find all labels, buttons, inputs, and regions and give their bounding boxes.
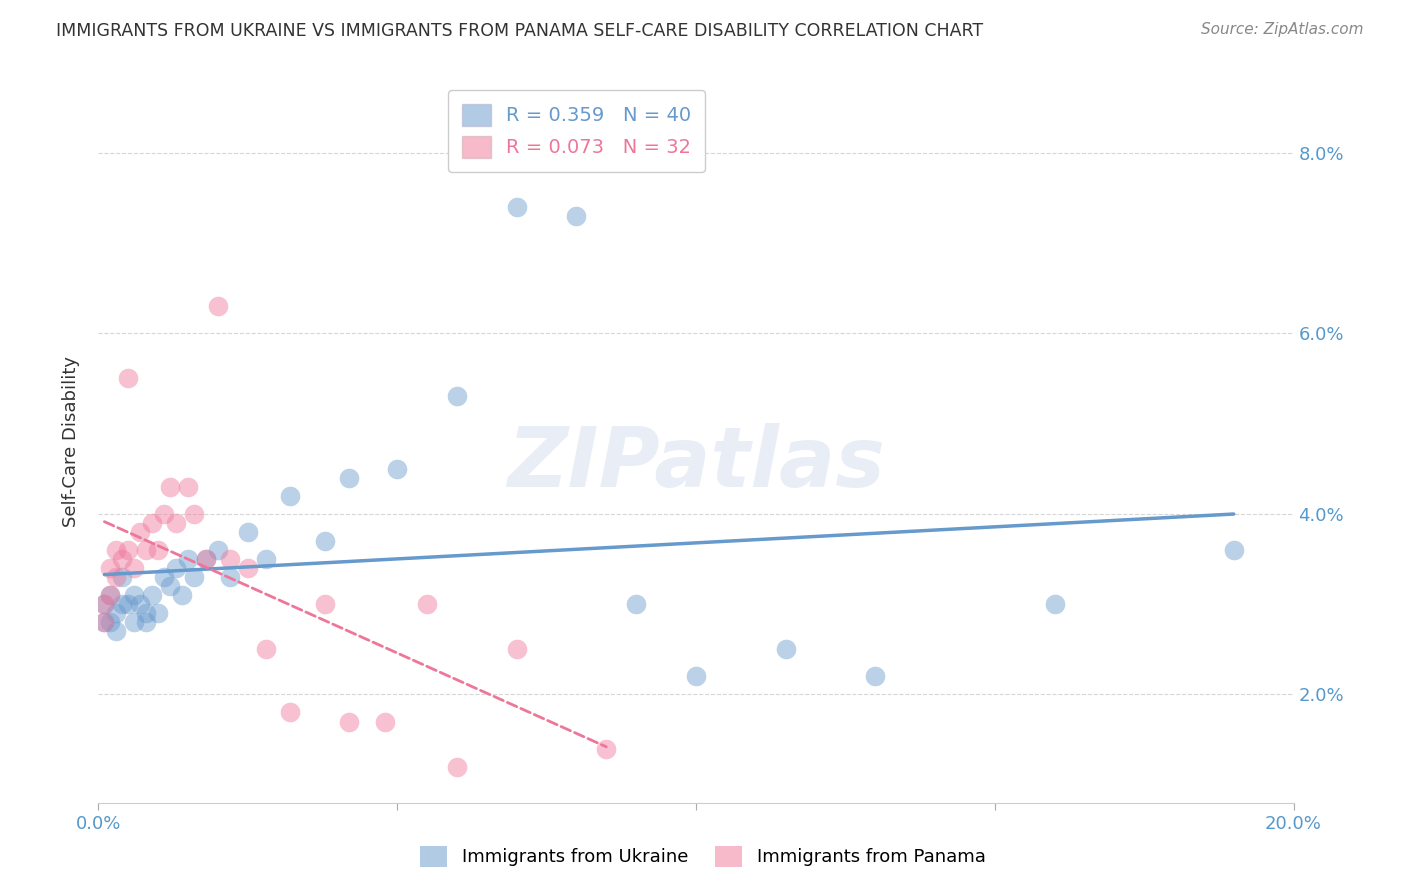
Point — [98, 588, 122, 602]
Point — [219, 570, 242, 584]
Point — [339, 714, 361, 729]
Point — [775, 642, 797, 657]
Point — [117, 597, 139, 611]
Point — [278, 706, 301, 720]
Point — [98, 588, 122, 602]
Point — [124, 615, 146, 630]
Point — [177, 552, 200, 566]
Point — [135, 615, 157, 630]
Point — [236, 524, 259, 539]
Point — [315, 597, 337, 611]
Point — [374, 714, 396, 729]
Point — [98, 561, 122, 575]
Point — [254, 552, 277, 566]
Point — [117, 371, 139, 385]
Point — [105, 624, 128, 639]
Point — [159, 579, 181, 593]
Point — [124, 588, 146, 602]
Y-axis label: Self-Care Disability: Self-Care Disability — [62, 356, 80, 527]
Point — [93, 615, 115, 630]
Text: ZIPatlas: ZIPatlas — [508, 423, 884, 504]
Point — [105, 570, 128, 584]
Point — [626, 597, 648, 611]
Point — [165, 516, 187, 530]
Point — [207, 542, 229, 557]
Point — [141, 588, 163, 602]
Point — [148, 542, 170, 557]
Point — [565, 209, 588, 223]
Point — [1223, 542, 1246, 557]
Point — [153, 507, 176, 521]
Point — [98, 615, 122, 630]
Point — [117, 542, 139, 557]
Point — [183, 570, 205, 584]
Point — [129, 597, 152, 611]
Point — [159, 480, 181, 494]
Text: IMMIGRANTS FROM UKRAINE VS IMMIGRANTS FROM PANAMA SELF-CARE DISABILITY CORRELATI: IMMIGRANTS FROM UKRAINE VS IMMIGRANTS FR… — [56, 22, 983, 40]
Point — [416, 597, 439, 611]
Point — [105, 606, 128, 620]
Point — [685, 669, 707, 683]
Point — [446, 760, 468, 774]
Point — [865, 669, 887, 683]
Point — [93, 597, 115, 611]
Point — [183, 507, 205, 521]
Point — [111, 552, 134, 566]
Point — [195, 552, 218, 566]
Point — [135, 606, 157, 620]
Point — [207, 299, 229, 313]
Point — [595, 741, 617, 756]
Point — [124, 561, 146, 575]
Legend: R = 0.359   N = 40, R = 0.073   N = 32: R = 0.359 N = 40, R = 0.073 N = 32 — [449, 90, 704, 172]
Point — [506, 200, 529, 214]
Point — [135, 542, 157, 557]
Point — [93, 597, 115, 611]
Text: Source: ZipAtlas.com: Source: ZipAtlas.com — [1201, 22, 1364, 37]
Point — [177, 480, 200, 494]
Point — [506, 642, 529, 657]
Point — [129, 524, 152, 539]
Point — [339, 470, 361, 484]
Point — [385, 461, 409, 475]
Point — [153, 570, 176, 584]
Point — [165, 561, 187, 575]
Point — [278, 489, 301, 503]
Point — [195, 552, 218, 566]
Point — [236, 561, 259, 575]
Point — [148, 606, 170, 620]
Point — [1043, 597, 1066, 611]
Legend: Immigrants from Ukraine, Immigrants from Panama: Immigrants from Ukraine, Immigrants from… — [413, 838, 993, 874]
Point — [111, 597, 134, 611]
Point — [219, 552, 242, 566]
Point — [315, 533, 337, 548]
Point — [254, 642, 277, 657]
Point — [141, 516, 163, 530]
Point — [111, 570, 134, 584]
Point — [105, 542, 128, 557]
Point — [446, 389, 468, 403]
Point — [93, 615, 115, 630]
Point — [172, 588, 194, 602]
